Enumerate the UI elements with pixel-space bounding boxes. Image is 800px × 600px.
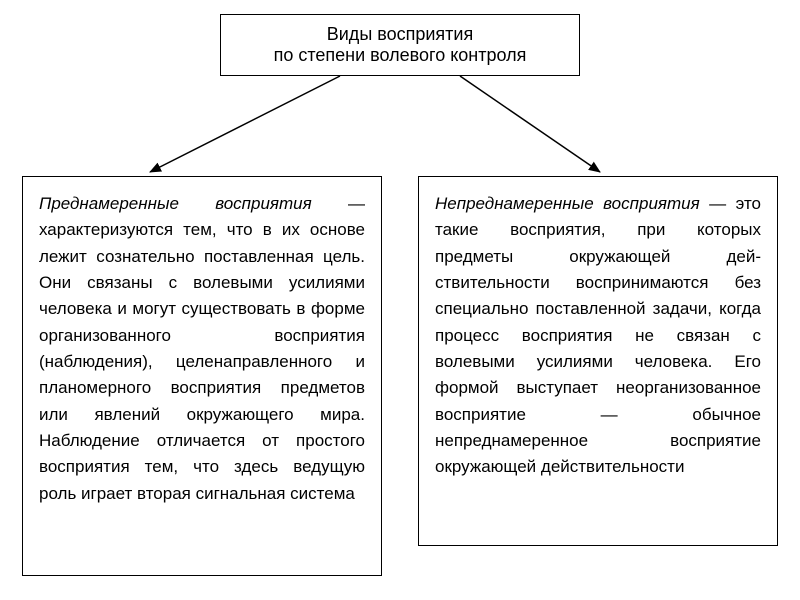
right-body: это такие восприятия, при кото­рых предм… — [435, 194, 761, 476]
right-definition-box: Непреднамеренные восприятия — это такие … — [418, 176, 778, 546]
title-line-2: по степени волевого контроля — [274, 45, 527, 66]
right-term: Непреднамеренные восприятия — [435, 194, 700, 213]
left-definition-box: Преднамеренные восприятия — характеризую… — [22, 176, 382, 576]
right-definition-text: Непреднамеренные восприятия — это такие … — [435, 191, 761, 481]
left-definition-text: Преднамеренные восприятия — характеризую… — [39, 191, 365, 507]
right-dash: — — [700, 194, 736, 213]
left-dash: — — [312, 194, 365, 213]
root-title-box: Виды восприятия по степени волевого конт… — [220, 14, 580, 76]
left-term: Преднамеренные восприятия — [39, 194, 312, 213]
left-body: характеризуются тем, что в их ос­нове ле… — [39, 220, 365, 502]
edge-title-to-right — [460, 76, 600, 172]
edge-title-to-left — [150, 76, 340, 172]
title-line-1: Виды восприятия — [327, 24, 473, 45]
